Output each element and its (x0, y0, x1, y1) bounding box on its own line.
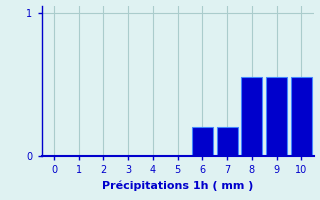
Bar (241, 77, 262, 156)
X-axis label: Précipitations 1h ( mm ): Précipitations 1h ( mm ) (102, 181, 253, 191)
Bar (266, 77, 287, 156)
Bar (192, 127, 213, 156)
Bar (291, 77, 312, 156)
Bar (217, 127, 237, 156)
